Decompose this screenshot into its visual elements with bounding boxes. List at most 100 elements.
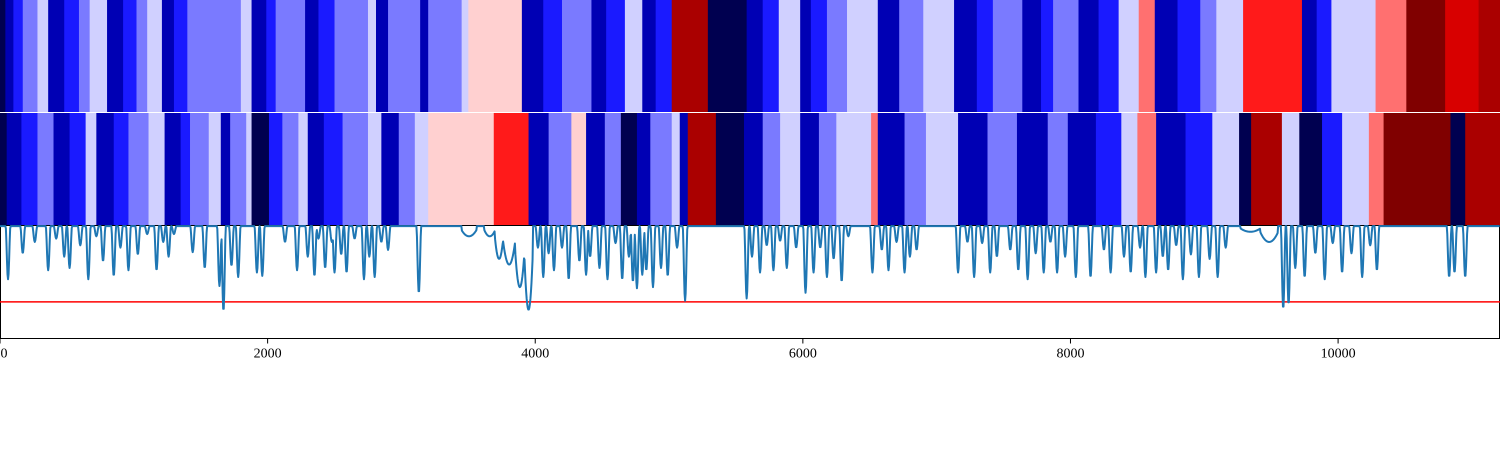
heatmap-middle-cell-6 xyxy=(85,113,97,225)
heatmap-middle-cell-49 xyxy=(871,113,879,225)
heatmap-middle-cell-44 xyxy=(762,113,781,225)
heatmap-top-cell-24 xyxy=(376,0,389,112)
heatmap-top-cell-43 xyxy=(800,0,812,112)
heatmap-top-cell-15 xyxy=(187,0,242,112)
heatmap-middle-cell-25 xyxy=(367,113,382,225)
heatmap-top-cell-26 xyxy=(420,0,429,112)
heatmap-middle-cell-58 xyxy=(1095,113,1122,225)
heatmap-top-cell-59 xyxy=(1138,0,1156,112)
heatmap-top-cell-50 xyxy=(954,0,978,112)
heatmap-top-cell-1 xyxy=(5,0,14,112)
heatmap-middle-cell-27 xyxy=(398,113,416,225)
heatmap-middle-cell-20 xyxy=(282,113,299,225)
heatmap-top-cell-21 xyxy=(318,0,336,112)
heatmap-top-cell-12 xyxy=(147,0,163,112)
heatmap-top-cell-29 xyxy=(468,0,523,112)
heatmap-top-cell-51 xyxy=(976,0,994,112)
heatmap-top-cell-46 xyxy=(847,0,879,112)
heatmap-middle-cell-30 xyxy=(493,113,530,225)
heatmap-top-cell-39 xyxy=(707,0,748,112)
heatmap-top xyxy=(0,0,1500,112)
x-tick-label-1: 2000 xyxy=(254,347,282,362)
heatmap-middle-cell-12 xyxy=(180,113,191,225)
heatmap-middle-cell-3 xyxy=(37,113,55,225)
heatmap-top-cell-69 xyxy=(1406,0,1446,112)
heatmap-top-cell-33 xyxy=(591,0,607,112)
heatmap-top-cell-70 xyxy=(1445,0,1480,112)
heatmap-middle-cell-35 xyxy=(604,113,622,225)
heatmap-middle-cell-15 xyxy=(220,113,231,225)
heatmap-top-cell-38 xyxy=(671,0,709,112)
heatmap-top-cell-40 xyxy=(746,0,764,112)
heatmap-top-cell-66 xyxy=(1316,0,1332,112)
heatmap-middle-cell-24 xyxy=(342,113,369,225)
heatmap-middle-cell-66 xyxy=(1281,113,1300,225)
heatmap-middle-cell-37 xyxy=(636,113,651,225)
heatmap-top-cell-41 xyxy=(762,0,780,112)
heatmap-top-cell-6 xyxy=(64,0,80,112)
heatmap-top-cell-2 xyxy=(13,0,24,112)
heatmap-middle-cell-42 xyxy=(715,113,745,225)
heatmap-middle-cell-51 xyxy=(904,113,927,225)
signal-panel xyxy=(0,225,1500,339)
heatmap-top-cell-35 xyxy=(624,0,643,112)
heatmap-middle-cell-17 xyxy=(246,113,253,225)
heatmap-middle-cell-13 xyxy=(190,113,210,225)
heatmap-middle-cell-52 xyxy=(925,113,959,225)
heatmap-top-cell-53 xyxy=(1022,0,1042,112)
heatmap-middle-cell-60 xyxy=(1137,113,1157,225)
heatmap-top-cell-67 xyxy=(1331,0,1377,112)
x-tick-label-3: 6000 xyxy=(789,347,817,362)
heatmap-top-cell-5 xyxy=(48,0,65,112)
heatmap-middle-cell-69 xyxy=(1342,113,1370,225)
heatmap-top-cell-20 xyxy=(305,0,320,112)
heatmap-top-cell-57 xyxy=(1098,0,1120,112)
heatmap-middle-cell-40 xyxy=(679,113,689,225)
heatmap-top-cell-45 xyxy=(826,0,848,112)
heatmap-middle-cell-50 xyxy=(877,113,906,225)
x-tick-label-4: 8000 xyxy=(1056,347,1084,362)
heatmap-top-cell-31 xyxy=(543,0,563,112)
heatmap-top-cell-42 xyxy=(778,0,801,112)
heatmap-top-cell-58 xyxy=(1118,0,1140,112)
heatmap-top-cell-8 xyxy=(89,0,108,112)
heatmap-middle-cell-22 xyxy=(307,113,325,225)
heatmap-middle-cell-11 xyxy=(164,113,182,225)
heatmap-top-cell-47 xyxy=(877,0,900,112)
heatmap-top-cell-44 xyxy=(810,0,828,112)
heatmap-top-cell-34 xyxy=(606,0,626,112)
heatmap-middle-cell-71 xyxy=(1383,113,1452,225)
heatmap-middle-cell-36 xyxy=(620,113,638,225)
heatmap-top-cell-10 xyxy=(123,0,138,112)
heatmap-middle-cell-33 xyxy=(571,113,587,225)
heatmap-middle-cell-7 xyxy=(96,113,115,225)
heatmap-middle-cell-34 xyxy=(586,113,606,225)
heatmap-top-cell-36 xyxy=(642,0,657,112)
heatmap-middle-cell-5 xyxy=(69,113,87,225)
heatmap-middle-cell-67 xyxy=(1299,113,1323,225)
heatmap-top-cell-25 xyxy=(388,0,421,112)
heatmap-middle-cell-0 xyxy=(0,113,8,225)
heatmap-top-cell-32 xyxy=(562,0,593,112)
heatmap-top-cell-63 xyxy=(1216,0,1244,112)
heatmap-middle-cell-39 xyxy=(671,113,681,225)
signal-series-line xyxy=(0,225,1500,311)
heatmap-middle-cell-23 xyxy=(323,113,344,225)
heatmap-middle-cell-65 xyxy=(1251,113,1283,225)
heatmap-middle xyxy=(0,113,1500,225)
heatmap-middle-cell-54 xyxy=(987,113,1018,225)
heatmap-middle-cell-45 xyxy=(780,113,801,225)
heatmap-middle-cell-72 xyxy=(1450,113,1466,225)
heatmap-top-cell-71 xyxy=(1478,0,1500,112)
heatmap-middle-cell-14 xyxy=(208,113,222,225)
heatmap-middle-cell-1 xyxy=(6,113,23,225)
heatmap-top-cell-54 xyxy=(1041,0,1054,112)
heatmap-middle-cell-9 xyxy=(128,113,150,225)
heatmap-top-cell-18 xyxy=(266,0,277,112)
heatmap-top-cell-64 xyxy=(1243,0,1303,112)
heatmap-top-cell-37 xyxy=(655,0,673,112)
heatmap-middle-cell-64 xyxy=(1239,113,1252,225)
heatmap-middle-cell-46 xyxy=(800,113,820,225)
heatmap-top-cell-17 xyxy=(251,0,267,112)
heatmap-top-cell-56 xyxy=(1078,0,1100,112)
